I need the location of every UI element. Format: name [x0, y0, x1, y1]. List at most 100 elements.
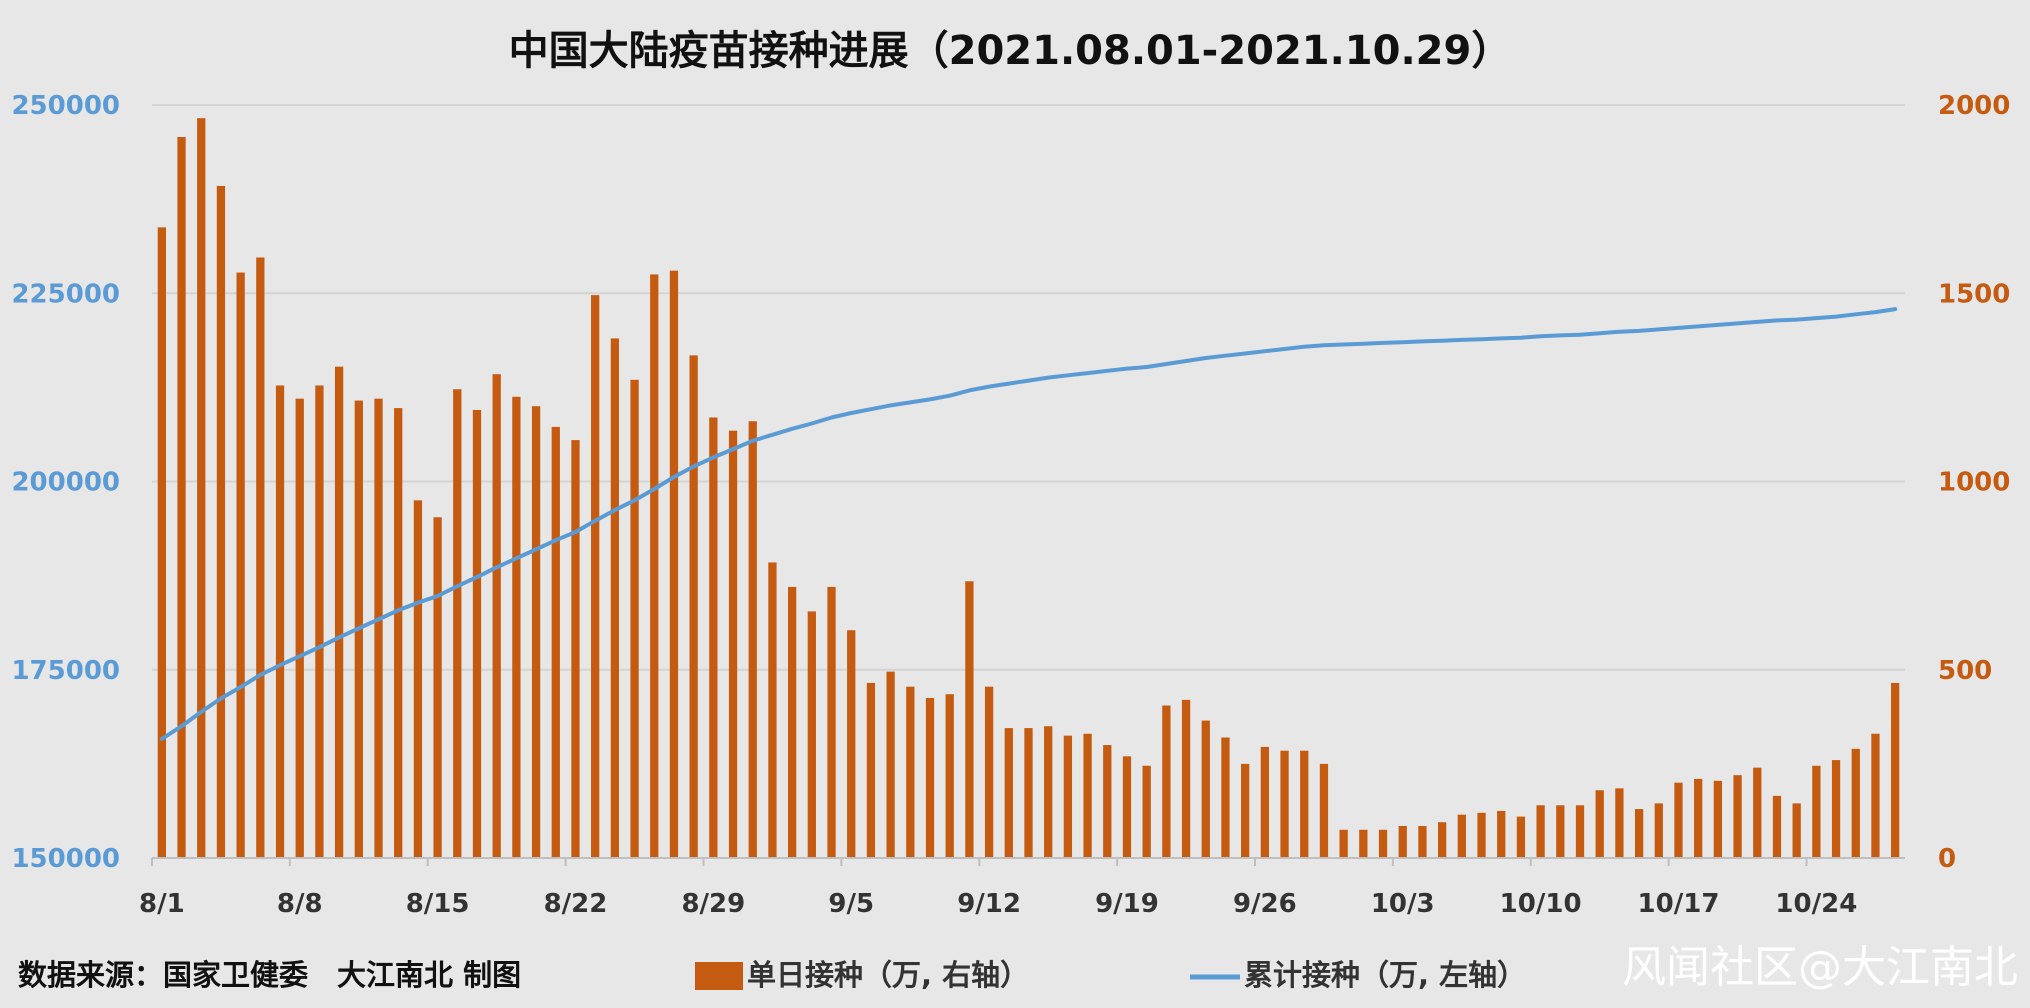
daily-bar — [1891, 682, 1900, 858]
daily-bar — [1713, 780, 1723, 858]
daily-bar — [413, 500, 423, 858]
daily-bar — [709, 417, 718, 858]
gridlines — [152, 104, 1905, 671]
daily-bar — [748, 421, 757, 858]
daily-bar — [1083, 733, 1092, 858]
x-axis-tick-label: 8/29 — [681, 889, 745, 919]
daily-bar — [847, 630, 856, 858]
daily-bar — [374, 398, 383, 858]
daily-bar — [394, 408, 403, 858]
daily-bar — [216, 185, 226, 858]
daily-bar — [630, 379, 639, 858]
daily-bar — [551, 426, 560, 858]
daily-bar — [1792, 803, 1801, 858]
daily-bar — [256, 257, 265, 858]
daily-bar — [886, 671, 895, 858]
daily-bar — [1024, 728, 1033, 858]
cumulative-line-group — [159, 307, 1898, 741]
daily-bars — [157, 118, 1900, 859]
daily-bar — [689, 355, 698, 858]
daily-bar — [1556, 805, 1565, 858]
right-axis-tick-label: 0 — [1938, 844, 1956, 874]
daily-bar — [1516, 816, 1526, 858]
daily-bar — [1418, 825, 1427, 858]
daily-bar — [1063, 735, 1073, 858]
daily-bar — [610, 338, 620, 858]
x-axis-tick-label: 9/19 — [1095, 889, 1159, 919]
daily-bar — [827, 586, 836, 858]
daily-bar — [1694, 778, 1703, 858]
x-axis-tick-label: 10/24 — [1775, 889, 1857, 919]
daily-bar — [768, 562, 777, 858]
daily-bar — [512, 396, 521, 858]
chart-title: 中国大陆疫苗接种进展（2021.08.01-2021.10.29） — [509, 28, 1512, 74]
daily-bar — [1201, 720, 1210, 858]
daily-bar — [1497, 810, 1506, 858]
daily-bar — [295, 398, 304, 858]
x-axis-tick-label: 9/12 — [957, 889, 1021, 919]
daily-bar — [472, 409, 482, 858]
left-axis-tick-label: 200000 — [11, 468, 120, 498]
daily-bar — [1359, 829, 1368, 858]
daily-bar — [1536, 805, 1545, 858]
daily-bar — [1437, 822, 1447, 858]
daily-bar — [728, 430, 738, 858]
watermark: 风闻社区@大江南北 — [1622, 942, 2018, 993]
daily-bar — [1812, 765, 1821, 858]
daily-bar — [236, 272, 245, 859]
daily-bar — [1221, 737, 1230, 858]
daily-bar — [177, 137, 186, 858]
daily-bar — [1241, 763, 1250, 858]
daily-bar — [433, 517, 442, 858]
x-axis-tick-label: 8/1 — [139, 889, 185, 919]
daily-bar — [965, 581, 974, 858]
x-axis-tick-label: 10/3 — [1371, 889, 1435, 919]
cumulative-line — [159, 307, 1898, 741]
daily-bar — [1733, 775, 1742, 858]
daily-bar — [275, 385, 285, 858]
daily-bar — [571, 440, 580, 858]
daily-bar — [315, 385, 324, 858]
x-axis-tick-label: 8/22 — [544, 889, 608, 919]
daily-bar — [334, 366, 344, 858]
daily-bar — [1142, 765, 1151, 858]
daily-bar — [531, 406, 541, 858]
daily-bar — [1044, 726, 1053, 858]
right-axis-tick-label: 500 — [1938, 656, 1992, 686]
legend-bar-label: 单日接种（万, 右轴） — [747, 958, 1029, 992]
axes: 150000 175000 200000 225000 250000 0 500 1000 15… — [11, 91, 2010, 919]
daily-bar — [1615, 788, 1624, 858]
daily-bar — [1300, 750, 1309, 858]
daily-bar — [197, 118, 206, 859]
x-axis-tick-label: 9/5 — [828, 889, 874, 919]
daily-bar — [1122, 756, 1132, 858]
daily-bar — [1871, 733, 1880, 858]
daily-bar — [1575, 805, 1585, 858]
left-axis-tick-label: 250000 — [11, 91, 120, 121]
data-source-note: 数据来源：国家卫健委 大江南北 制图 — [18, 958, 521, 992]
x-axis-tick-label: 10/10 — [1500, 889, 1582, 919]
left-axis-tick-label: 175000 — [11, 656, 120, 686]
daily-bar — [1753, 767, 1762, 858]
x-axis-tick-label: 10/17 — [1638, 889, 1720, 919]
daily-bar — [1378, 829, 1388, 858]
daily-bar — [1654, 803, 1663, 858]
daily-bar — [1772, 795, 1782, 858]
daily-bar — [1851, 748, 1860, 858]
daily-bar — [1280, 750, 1289, 858]
legend-line-label: 累计接种（万, 左轴） — [1244, 958, 1526, 992]
daily-bar — [807, 611, 816, 858]
daily-bar — [157, 227, 166, 859]
daily-bar — [453, 389, 462, 858]
legend-bar-swatch — [695, 962, 743, 990]
daily-bar — [650, 274, 659, 858]
daily-bar — [1260, 746, 1269, 858]
daily-bar — [591, 295, 600, 858]
daily-bar — [945, 694, 954, 858]
x-axis-tick-label: 8/15 — [406, 889, 470, 919]
daily-bar — [925, 697, 935, 858]
daily-bar — [1398, 825, 1407, 858]
daily-bar — [1319, 763, 1329, 858]
daily-bar — [788, 586, 797, 858]
